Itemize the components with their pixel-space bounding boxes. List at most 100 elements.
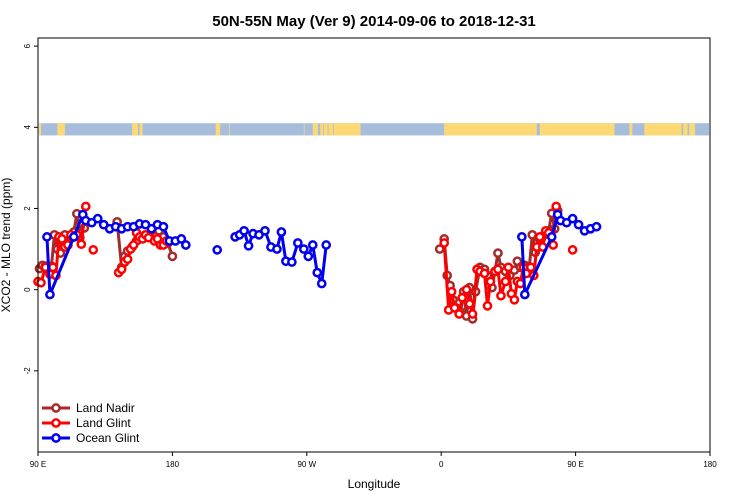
data-point-ocean-glint: [212, 245, 223, 255]
data-point-ocean-glint: [276, 227, 287, 237]
land-band-segment: [39, 123, 41, 136]
legend-item: Land Glint: [42, 416, 131, 430]
data-point-land-glint: [128, 240, 139, 250]
series-ocean-glint: [42, 209, 602, 300]
data-point-ocean-glint: [567, 213, 578, 224]
data-point-ocean-glint: [260, 225, 270, 236]
data-point-land-glint: [567, 245, 578, 255]
legend-swatch-marker: [51, 418, 61, 428]
data-point-land-glint: [496, 290, 506, 301]
y-tick-label: 6: [23, 43, 32, 48]
data-point-ocean-glint: [303, 251, 314, 262]
y-tick-label: 4: [23, 125, 32, 130]
data-point-land-nadir: [493, 248, 503, 258]
legend-label: Land Glint: [76, 416, 131, 430]
y-tick-label: -2: [23, 367, 32, 375]
data-point-ocean-glint: [45, 289, 55, 300]
data-point-ocean-glint: [292, 238, 303, 248]
land-band-segment: [215, 123, 221, 136]
data-point-land-glint: [464, 299, 475, 309]
x-axis: 90 E 180 90 W 0 90 E 180: [30, 452, 717, 469]
data-point-land-glint: [48, 262, 58, 273]
data-point-ocean-glint: [316, 278, 327, 289]
data-point-land-glint: [449, 303, 460, 313]
land-band-segment: [328, 123, 333, 136]
land-band-segment: [644, 123, 682, 136]
data-point-land-glint: [534, 232, 545, 242]
x-tick-label: 180: [703, 460, 717, 469]
legend-label: Land Nadir: [76, 401, 135, 415]
land-band-segment: [132, 123, 139, 136]
data-point-land-glint: [482, 301, 493, 311]
data-point-ocean-glint: [243, 240, 254, 251]
data-point-ocean-glint: [307, 240, 318, 250]
land-band-segment: [320, 123, 324, 136]
data-point-land-glint: [551, 201, 562, 212]
data-point-ocean-glint: [176, 234, 187, 244]
land-band-segment: [312, 123, 318, 136]
data-point-ocean-glint: [239, 225, 249, 236]
data-point-ocean-glint: [42, 232, 52, 242]
data-point-ocean-glint: [287, 257, 297, 267]
data-point-land-glint: [457, 292, 467, 303]
y-tick-label: 2: [23, 206, 32, 211]
land-ocean-band: [39, 123, 709, 136]
data-point-ocean-glint: [546, 232, 557, 242]
data-point-land-glint: [479, 268, 490, 279]
land-band-segment: [303, 123, 305, 136]
y-tick-label: 0: [23, 287, 32, 292]
x-tick-label: 90 W: [297, 460, 316, 469]
data-point-land-glint: [485, 276, 496, 287]
data-point-land-glint: [500, 276, 511, 287]
x-tick-label: 0: [439, 460, 444, 469]
plot-frame: [37, 37, 711, 453]
data-point-land-nadir: [167, 251, 178, 262]
legend-item: Ocean Glint: [42, 431, 140, 445]
data-point-ocean-glint: [68, 232, 79, 242]
land-band-segment: [539, 123, 615, 136]
data-point-land-glint: [439, 238, 450, 248]
data-point-land-glint: [446, 286, 457, 297]
y-axis: -2 0 2 4 6: [23, 43, 38, 374]
data-point-land-glint: [76, 239, 87, 250]
legend-item: Land Nadir: [42, 401, 135, 415]
data-point-ocean-glint: [180, 240, 191, 250]
series-layer: [33, 201, 602, 324]
data-point-ocean-glint: [92, 213, 103, 224]
x-tick-label: 180: [166, 460, 180, 469]
legend-swatch-marker: [51, 433, 61, 443]
data-point-land-glint: [503, 262, 514, 273]
land-band-segment: [689, 123, 696, 136]
data-point-ocean-glint: [519, 289, 530, 300]
data-point-land-glint: [509, 294, 520, 305]
data-point-ocean-glint: [272, 244, 282, 254]
data-point-land-glint: [122, 254, 133, 265]
land-band-segment: [444, 123, 537, 136]
x-tick-label: 90 E: [30, 460, 46, 469]
land-band-segment: [629, 123, 633, 136]
data-point-ocean-glint: [158, 221, 169, 232]
data-point-ocean-glint: [573, 219, 584, 230]
data-point-ocean-glint: [591, 221, 602, 232]
chart-title: 50N-55N May (Ver 9) 2014-09-06 to 2018-1…: [212, 13, 536, 30]
land-band-segment: [57, 123, 65, 136]
land-band-segment: [139, 123, 143, 136]
x-tick-label: 90 E: [567, 460, 583, 469]
x-axis-label: Longitude: [348, 477, 401, 491]
data-point-land-glint: [493, 264, 503, 275]
land-band-segment: [333, 123, 361, 136]
data-point-ocean-glint: [312, 267, 323, 278]
y-axis-label: XCO2 - MLO trend (ppm): [0, 178, 13, 313]
data-point-land-glint: [80, 201, 91, 212]
data-point-land-glint: [461, 284, 472, 295]
data-point-land-glint: [454, 309, 464, 319]
data-point-land-glint: [467, 309, 478, 319]
data-point-land-glint: [57, 234, 67, 244]
legend-swatch-marker: [51, 403, 61, 413]
legend-label: Ocean Glint: [76, 431, 140, 445]
data-point-land-glint: [88, 245, 99, 255]
land-band-segment: [229, 123, 230, 136]
land-band-segment: [323, 123, 328, 136]
